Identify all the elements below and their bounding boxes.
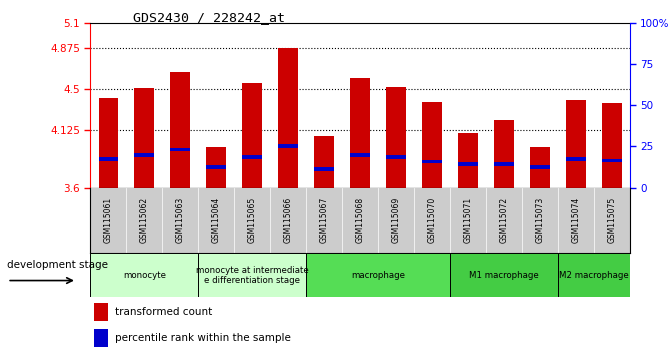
Bar <box>206 147 226 188</box>
Text: GSM115068: GSM115068 <box>356 197 364 244</box>
Text: GSM115066: GSM115066 <box>283 197 293 244</box>
Text: GSM115065: GSM115065 <box>248 197 257 244</box>
Bar <box>278 48 298 188</box>
Bar <box>602 103 622 188</box>
Bar <box>530 165 550 169</box>
Bar <box>198 253 306 297</box>
Text: GSM115069: GSM115069 <box>391 197 401 244</box>
Bar <box>494 120 514 188</box>
Text: GSM115073: GSM115073 <box>535 197 545 244</box>
Bar <box>278 144 298 148</box>
Text: GSM115071: GSM115071 <box>464 197 472 244</box>
Bar <box>94 329 109 347</box>
Bar <box>386 87 406 188</box>
Bar <box>458 162 478 166</box>
Bar <box>243 155 262 159</box>
Text: GSM115072: GSM115072 <box>499 197 509 244</box>
Bar <box>314 167 334 171</box>
Text: M2 macrophage: M2 macrophage <box>559 271 628 280</box>
Bar <box>135 88 154 188</box>
Bar <box>243 84 262 188</box>
Text: GSM115062: GSM115062 <box>140 197 149 244</box>
Text: M1 macrophage: M1 macrophage <box>469 271 539 280</box>
Text: GSM115064: GSM115064 <box>212 197 221 244</box>
Bar <box>494 162 514 166</box>
Bar <box>458 133 478 188</box>
Bar <box>350 153 370 157</box>
Bar <box>422 160 442 164</box>
Bar <box>350 78 370 188</box>
Text: percentile rank within the sample: percentile rank within the sample <box>115 333 291 343</box>
Bar <box>566 158 586 161</box>
Bar <box>422 102 442 188</box>
Text: GSM115074: GSM115074 <box>572 197 580 244</box>
Bar <box>306 253 450 297</box>
Bar <box>90 253 198 297</box>
Bar <box>602 159 622 162</box>
Bar <box>98 98 119 188</box>
Bar <box>170 72 190 188</box>
Bar <box>170 148 190 152</box>
Text: monocyte: monocyte <box>123 271 166 280</box>
Text: transformed count: transformed count <box>115 307 212 317</box>
Text: GSM115075: GSM115075 <box>607 197 616 244</box>
Bar <box>314 136 334 188</box>
Bar <box>566 100 586 188</box>
Text: development stage: development stage <box>7 261 109 270</box>
Bar <box>135 153 154 157</box>
Text: GSM115067: GSM115067 <box>320 197 329 244</box>
Text: monocyte at intermediate
e differentiation stage: monocyte at intermediate e differentiati… <box>196 266 309 285</box>
Text: GSM115063: GSM115063 <box>176 197 185 244</box>
Bar <box>206 165 226 169</box>
Bar <box>94 303 109 321</box>
Text: GSM115061: GSM115061 <box>104 197 113 244</box>
Bar <box>558 253 630 297</box>
Text: macrophage: macrophage <box>351 271 405 280</box>
Text: GDS2430 / 228242_at: GDS2430 / 228242_at <box>133 11 285 24</box>
Text: GSM115070: GSM115070 <box>427 197 437 244</box>
Bar <box>98 158 119 161</box>
Bar <box>530 147 550 188</box>
Bar <box>450 253 558 297</box>
Bar <box>386 155 406 159</box>
